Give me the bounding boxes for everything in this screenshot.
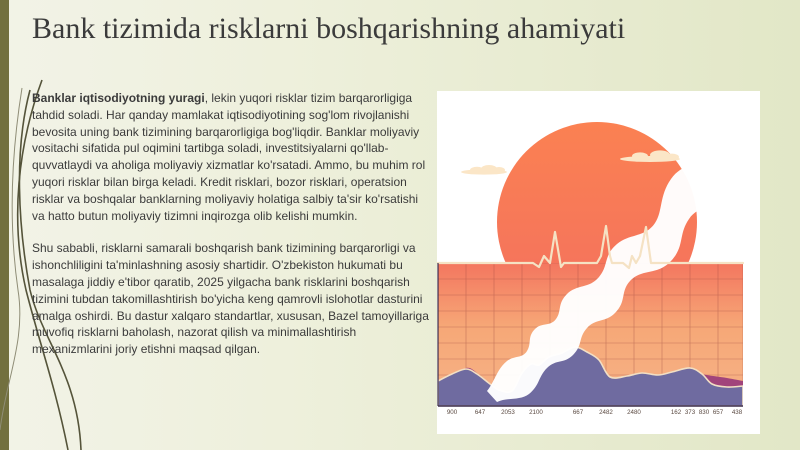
svg-text:830: 830 [699,409,710,416]
svg-text:373: 373 [685,409,696,416]
svg-text:2480: 2480 [627,409,641,416]
svg-text:438: 438 [732,409,743,416]
svg-text:2100: 2100 [529,409,543,416]
svg-text:900: 900 [447,409,458,416]
svg-text:647: 647 [475,409,486,416]
svg-text:162: 162 [671,409,682,416]
svg-text:2053: 2053 [501,409,515,416]
svg-text:2482: 2482 [599,409,613,416]
svg-text:657: 657 [713,409,724,416]
svg-text:667: 667 [573,409,584,416]
